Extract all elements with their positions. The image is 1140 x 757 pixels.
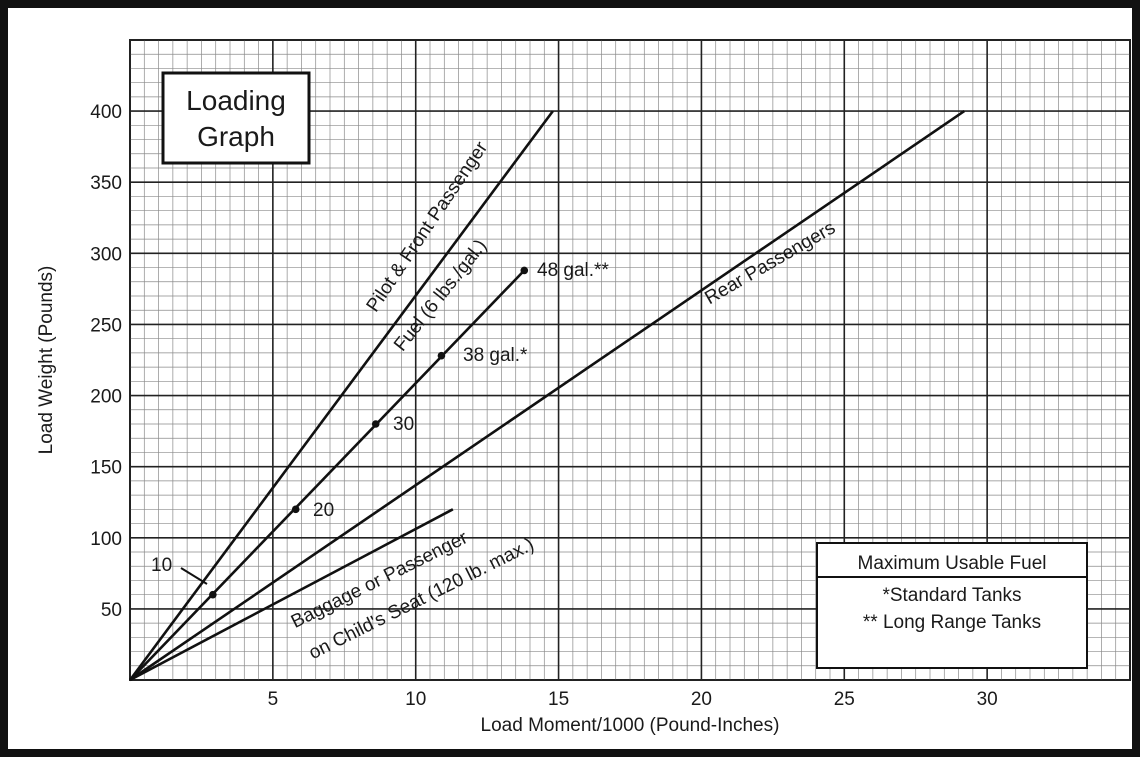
y-tick-label: 50 (101, 600, 122, 621)
y-tick-label: 250 (90, 315, 122, 336)
y-tick-label: 400 (90, 102, 122, 123)
series-line-1 (129, 269, 526, 681)
x-tick-label: 10 (405, 689, 426, 710)
series-line-0 (128, 110, 554, 681)
legend-box: Maximum Usable Fuel *Standard Tanks ** L… (816, 542, 1088, 669)
y-tick-label: 100 (90, 529, 122, 550)
chart-title-line-2: Graph (197, 121, 275, 152)
series-line-2 (129, 110, 966, 682)
fuel-mark-label-38: 38 gal.* (463, 345, 528, 366)
fuel-mark-label-30: 30 (393, 414, 414, 435)
fuel-10-leader-line (180, 567, 208, 585)
y-tick-label: 150 (90, 458, 122, 479)
y-tick-label: 200 (90, 387, 122, 408)
y-tick-label: 300 (90, 244, 122, 265)
series-line-3 (129, 508, 454, 682)
fuel-mark-label-48: 48 gal.** (537, 260, 609, 281)
y-axis-label: Load Weight (Pounds) (36, 266, 57, 455)
x-tick-label: 5 (268, 689, 279, 710)
legend-standard-tanks: *Standard Tanks (882, 585, 1021, 606)
x-tick-label: 30 (977, 689, 998, 710)
chart-title-box: Loading Graph (161, 71, 311, 165)
x-tick-labels: 5 10 15 20 25 30 (268, 689, 998, 710)
fuel-points (209, 266, 529, 599)
legend-header: Maximum Usable Fuel (858, 553, 1047, 574)
fuel-mark-label-20: 20 (313, 500, 334, 521)
series-lines (128, 110, 966, 682)
major-grid (129, 39, 1131, 681)
chart-title-line-1: Loading (186, 85, 286, 116)
legend-long-range-tanks: ** Long Range Tanks (863, 612, 1041, 633)
y-tick-labels: 50 100 150 200 250 300 350 400 (90, 102, 122, 621)
fuel-point-2 (371, 420, 380, 428)
fuel-mark-label-10: 10 (151, 555, 172, 576)
x-tick-label: 15 (548, 689, 569, 710)
fuel-point-3 (437, 351, 446, 360)
fuel-point-1 (291, 505, 300, 514)
fuel-point-0 (209, 590, 217, 599)
y-tick-label: 350 (90, 173, 122, 194)
x-tick-label: 20 (691, 689, 712, 710)
x-axis-label: Load Moment/1000 (Pound-Inches) (481, 715, 780, 736)
fuel-point-4 (520, 266, 529, 275)
x-tick-label: 25 (834, 689, 855, 710)
title-box-border (161, 71, 311, 165)
legend-border (816, 542, 1088, 669)
